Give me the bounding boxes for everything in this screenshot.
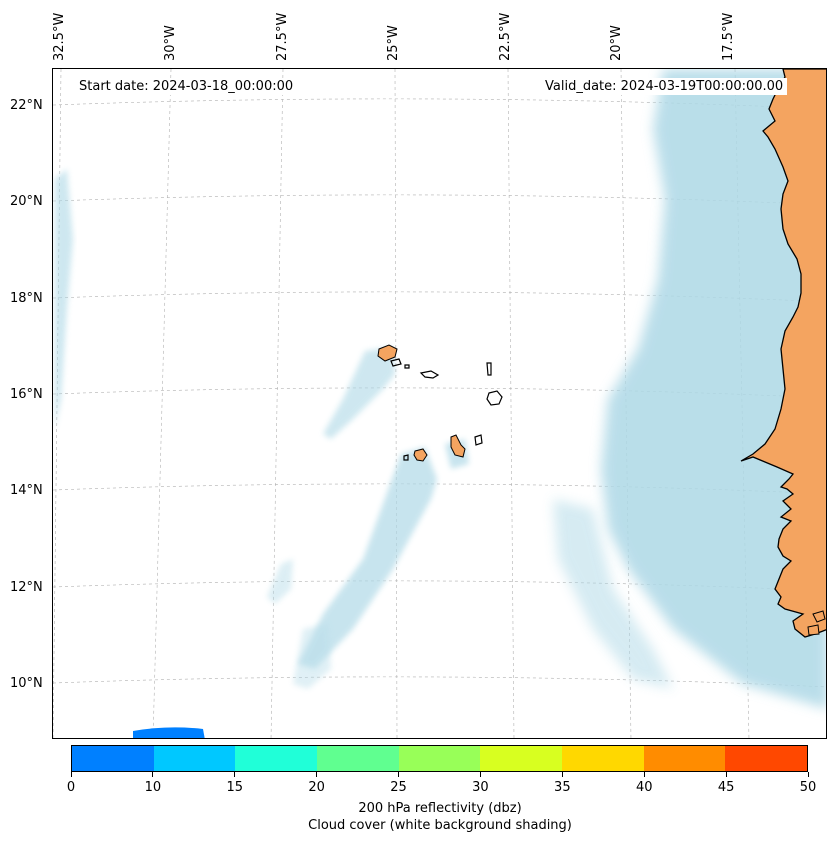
colorbar-ticklabel-20: 20 <box>308 780 325 795</box>
lat-label-18n: 18°N <box>10 291 43 306</box>
valid-date-label: Valid_date: 2024-03-19T00:00:00.00 <box>541 78 788 95</box>
colorbar-ticklabel-40: 40 <box>635 780 653 795</box>
parallel-20n <box>53 194 826 206</box>
colorbar-tick-20 <box>316 772 318 777</box>
colorbar-segment-3 <box>317 746 399 771</box>
lon-label-20w: 20°W <box>609 25 624 61</box>
map-panel <box>52 68 827 739</box>
colorbar-tick-10 <box>152 772 154 777</box>
island-fogo <box>413 448 428 462</box>
cloud-streak-islands <box>298 447 437 669</box>
start-date-label: Start date: 2024-03-18_00:00:00 <box>75 78 298 95</box>
colorbar-sublabel: Cloud cover (white background shading) <box>308 818 572 833</box>
colorbar-segment-5 <box>480 746 563 771</box>
colorbar-tick-25 <box>398 772 400 777</box>
island-brava <box>403 454 409 461</box>
colorbar-ticklabel-10: 10 <box>144 780 162 795</box>
cloud-patch-north-island <box>323 347 395 439</box>
island-maio <box>474 434 483 446</box>
colorbar <box>71 745 808 772</box>
colorbar-tick-30 <box>479 772 481 777</box>
lon-label-32-5w: 32.5°W <box>52 12 67 61</box>
colorbar-ticklabel-15: 15 <box>226 780 244 795</box>
map-canvas <box>53 69 826 738</box>
lat-label-22n: 22°N <box>10 98 43 113</box>
colorbar-tick-15 <box>234 772 236 777</box>
lon-label-25w: 25°W <box>386 25 401 61</box>
colorbar-segment-7 <box>643 746 726 771</box>
colorbar-tick-50 <box>807 772 809 777</box>
meridian-22-5w <box>507 69 515 738</box>
meridian-25w <box>394 69 398 738</box>
colorbar-ticklabel-45: 45 <box>717 780 735 795</box>
colorbar-tick-40 <box>643 772 645 777</box>
lon-label-27-5w: 27.5°W <box>275 12 290 61</box>
parallel-14n <box>53 483 826 495</box>
colorbar-segment-1 <box>153 746 236 771</box>
meridian-30w <box>152 69 172 738</box>
colorbar-segment-4 <box>398 746 481 771</box>
parallel-16n <box>53 387 826 399</box>
meridian-32-5w <box>53 69 62 738</box>
lon-label-22-5w: 22.5°W <box>498 12 513 61</box>
lat-label-14n: 14°N <box>10 483 43 498</box>
parallel-18n <box>53 291 826 303</box>
lat-label-20n: 20°N <box>10 194 43 209</box>
bissagos-island-1 <box>812 610 826 623</box>
island-santiago <box>450 434 466 458</box>
africa-land <box>740 69 826 638</box>
island-sao-nicolau <box>419 370 440 379</box>
colorbar-segment-8 <box>725 746 808 771</box>
colorbar-segment-0 <box>72 746 154 771</box>
colorbar-ticklabel-0: 0 <box>66 780 76 795</box>
reflectivity-patch <box>133 727 205 738</box>
parallel-12n <box>53 580 826 592</box>
cloud-band-coastal <box>601 69 826 709</box>
cloud-cover <box>55 69 826 709</box>
parallel-10n <box>53 676 826 688</box>
island-boa-vista <box>486 390 503 406</box>
island-santa-luzia <box>404 364 410 369</box>
lat-label-16n: 16°N <box>10 387 43 402</box>
island-sal <box>486 362 492 376</box>
parallel-22n <box>53 98 826 110</box>
cloud-band-coastal-tail <box>553 499 673 689</box>
lon-label-30w: 30°W <box>163 25 178 61</box>
colorbar-tick-45 <box>725 772 727 777</box>
meridian-27-5w <box>270 69 284 738</box>
cloud-patch-south <box>293 624 331 689</box>
colorbar-tick-0 <box>70 772 72 777</box>
colorbar-ticklabel-30: 30 <box>472 780 489 795</box>
lat-label-12n: 12°N <box>10 580 43 595</box>
bissagos-island-2 <box>807 624 820 636</box>
cloud-streak-southwest <box>267 559 293 604</box>
island-sao-vicente <box>390 358 402 367</box>
island-santo-antao <box>377 344 398 362</box>
cloud-strip-west <box>55 169 73 429</box>
colorbar-tick-35 <box>561 772 563 777</box>
colorbar-ticklabel-25: 25 <box>390 780 407 795</box>
colorbar-ticklabel-35: 35 <box>554 780 571 795</box>
lat-label-10n: 10°N <box>10 676 43 691</box>
colorbar-segment-6 <box>562 746 644 771</box>
lon-label-17-5w: 17.5°W <box>721 12 736 61</box>
colorbar-ticklabel-50: 50 <box>799 780 817 795</box>
colorbar-segment-2 <box>235 746 318 771</box>
colorbar-label: 200 hPa reflectivity (dbz) <box>358 801 522 816</box>
